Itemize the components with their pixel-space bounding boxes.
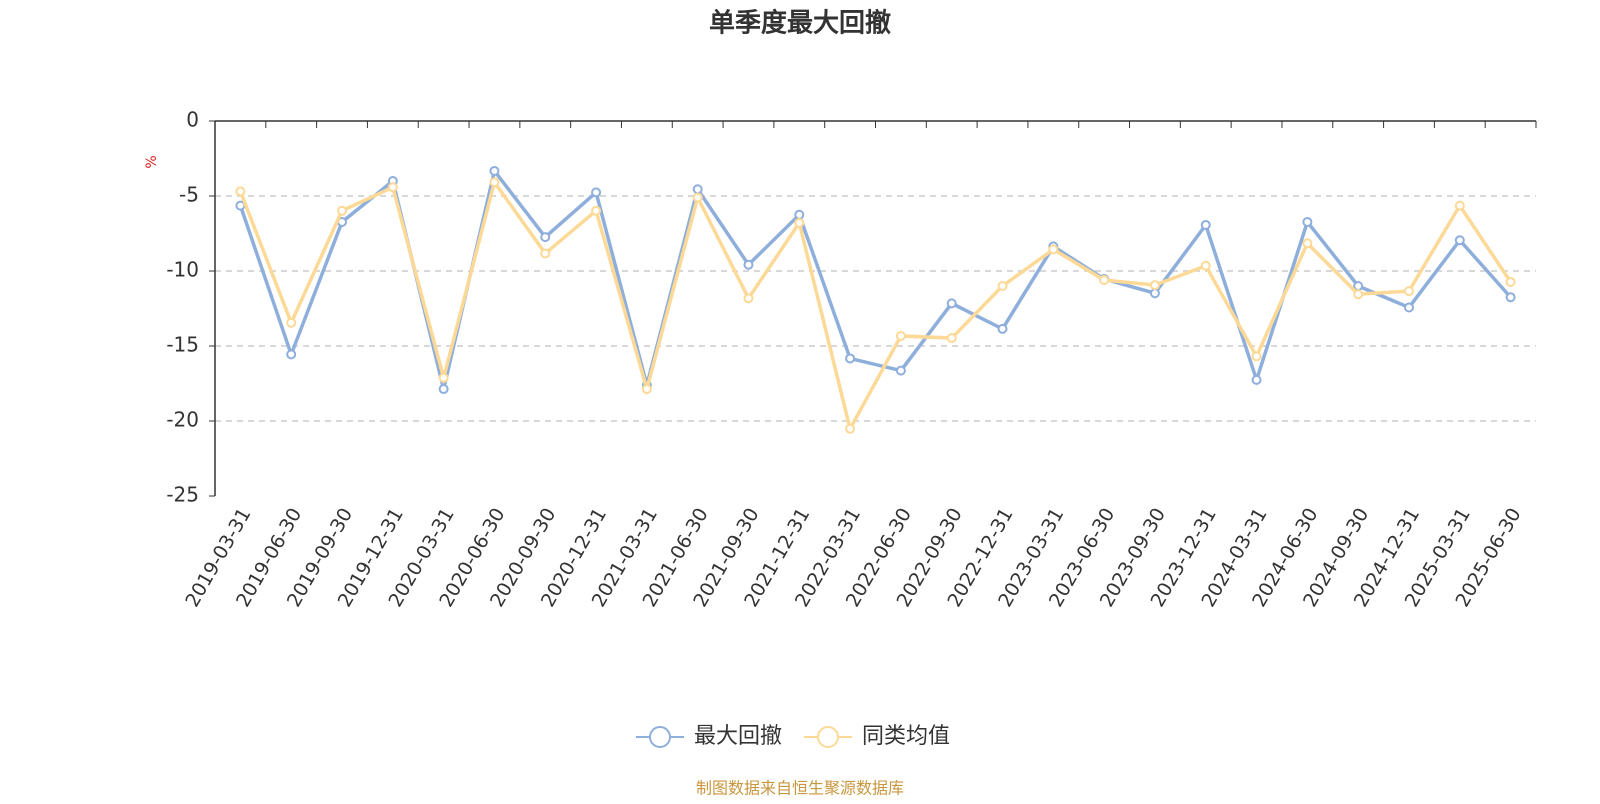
- data-point: [387, 182, 398, 193]
- data-point: [1048, 244, 1059, 255]
- data-point: [1200, 219, 1211, 230]
- data-point: [692, 184, 703, 195]
- data-point: [591, 205, 602, 216]
- data-point: [946, 333, 957, 344]
- y-tick-label: -20: [166, 408, 199, 432]
- legend-label: 最大回撤: [694, 724, 782, 749]
- data-point: [489, 165, 500, 176]
- data-point: [1505, 292, 1516, 303]
- data-point: [1454, 200, 1465, 211]
- data-point: [286, 317, 297, 328]
- data-point: [1302, 216, 1313, 227]
- data-point: [1353, 289, 1364, 300]
- chart-title: 单季度最大回撤: [709, 8, 891, 39]
- y-tick-label: -25: [166, 483, 199, 507]
- data-point: [1251, 351, 1262, 362]
- data-point: [1200, 260, 1211, 271]
- data-point: [1454, 235, 1465, 246]
- data-point: [794, 217, 805, 228]
- data-point: [743, 259, 754, 270]
- data-point: [794, 209, 805, 220]
- data-point: [1099, 275, 1110, 285]
- data-point: [845, 423, 856, 434]
- data-point: [1403, 286, 1414, 297]
- y-axis-label: %: [144, 155, 160, 168]
- data-point: [1403, 302, 1414, 313]
- data-point: [591, 187, 602, 198]
- data-point: [997, 281, 1008, 291]
- data-point: [743, 293, 754, 304]
- data-point: [337, 205, 348, 216]
- data-point: [1251, 374, 1262, 385]
- data-point: [1353, 281, 1364, 291]
- data-point: [997, 323, 1008, 334]
- y-tick-label: -10: [166, 258, 199, 282]
- data-point: [1149, 280, 1160, 291]
- y-tick-label: -5: [179, 183, 199, 207]
- legend-marker: [649, 726, 671, 748]
- data-point: [286, 349, 297, 360]
- y-tick-label: -15: [166, 333, 199, 357]
- legend-marker: [817, 726, 840, 748]
- data-point: [540, 232, 551, 243]
- data-point: [1149, 288, 1160, 299]
- data-point: [1505, 276, 1516, 287]
- data-point: [895, 330, 906, 341]
- y-tick-label: 0: [186, 108, 199, 132]
- data-point: [641, 384, 652, 395]
- data-point: [845, 353, 856, 364]
- source-note: 制图数据来自恒生聚源数据库: [696, 779, 904, 798]
- data-point: [895, 365, 906, 376]
- series-line: [238, 166, 1512, 392]
- data-point: [489, 177, 500, 188]
- legend-label: 同类均值: [862, 724, 950, 749]
- data-point: [946, 298, 957, 309]
- data-point: [438, 384, 449, 395]
- data-point: [540, 248, 551, 259]
- series-line: [238, 178, 1513, 434]
- data-point: [438, 372, 449, 383]
- data-point: [692, 192, 703, 203]
- data-point: [235, 186, 246, 197]
- data-point: [1302, 238, 1313, 249]
